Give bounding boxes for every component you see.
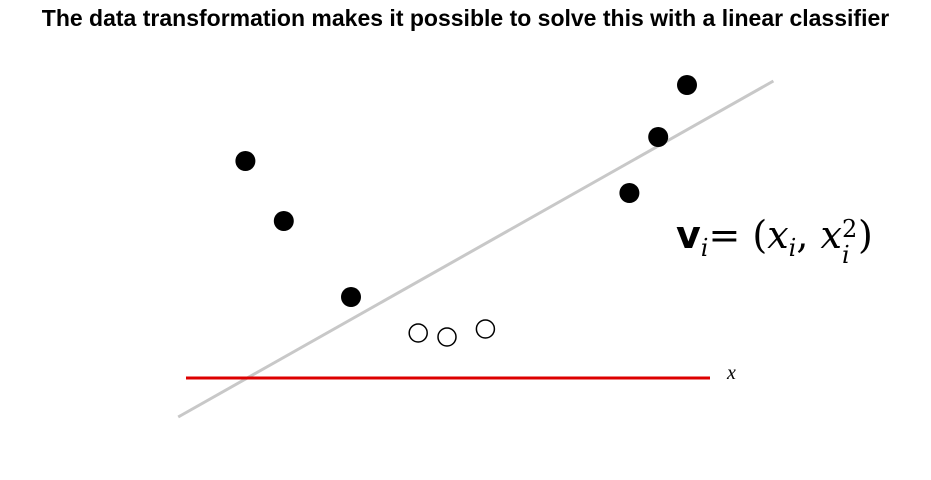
formula-lhs-subscript: i [700,234,709,262]
formula-comma: , [796,213,809,257]
filled-point [341,287,361,307]
formula-x1-subscript: i [788,234,797,262]
formula-equals: = [708,213,741,257]
x-axis-label: x [726,362,736,384]
open-point [437,327,457,347]
data-points [235,75,697,347]
formula-open-paren: ( [752,213,768,257]
feature-map-formula: vi= (xi, x 2 i) [676,213,873,267]
formula-x2-superscript: 2 [841,215,858,243]
decision-boundary-line [177,79,775,419]
formula-close-paren: ) [857,213,873,257]
filled-point [648,127,669,147]
open-point [408,323,428,343]
filled-point [677,75,697,95]
slide-title: The data transformation makes it possibl… [41,5,890,31]
formula-lhs: v [676,213,701,257]
formula-x1: x [767,213,789,257]
formula-x2: x [820,213,842,257]
filled-point [619,183,640,203]
filled-point [273,211,294,231]
filled-point [235,151,256,171]
open-point [475,319,496,339]
formula-x2-subscript: i [841,241,850,269]
